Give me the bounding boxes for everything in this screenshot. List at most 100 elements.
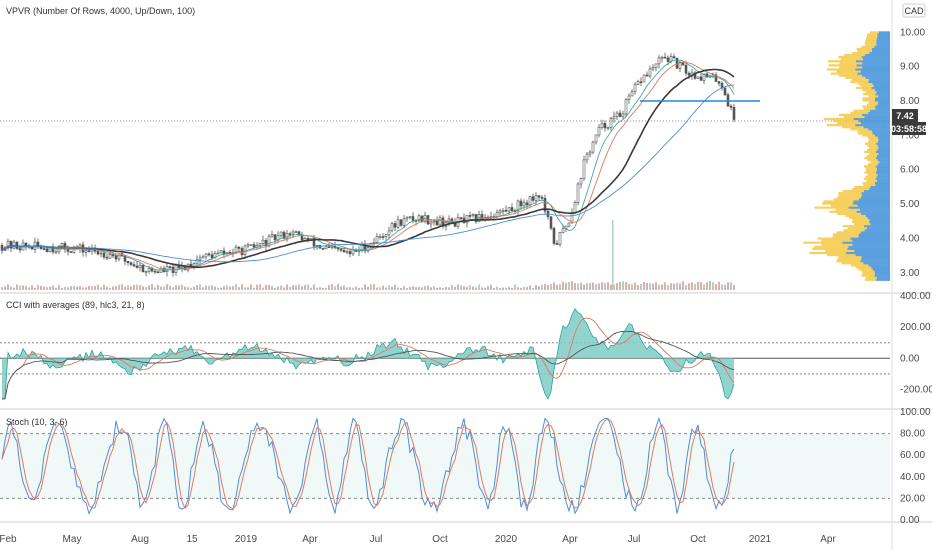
candle-body <box>210 254 214 259</box>
volume-profile-bar <box>864 41 877 44</box>
volume-profile-bar <box>862 105 875 108</box>
volume-bar <box>520 287 522 290</box>
volume-profile-bar <box>873 84 890 88</box>
candle-body <box>624 99 628 115</box>
candle-body <box>387 230 391 235</box>
candle-body <box>630 91 634 97</box>
volume-bar <box>214 286 216 290</box>
last-price-label: 7.42 <box>896 111 914 121</box>
volume-bar <box>433 286 435 290</box>
volume-bar <box>337 284 339 290</box>
cci-pane[interactable] <box>0 308 890 400</box>
candle-body <box>195 259 199 264</box>
candle-body <box>528 196 532 206</box>
volume-bar <box>709 281 711 290</box>
volume-bar <box>175 285 177 290</box>
volume-profile-bar <box>874 274 890 277</box>
volume-profile-bar <box>847 247 890 250</box>
candle-body <box>60 243 64 247</box>
volume-profile-bar <box>868 101 879 104</box>
volume-profile-bar <box>845 251 890 255</box>
volume-bar <box>70 286 72 290</box>
volume-bar <box>685 284 687 290</box>
candle-body <box>471 214 475 217</box>
stoch-pane[interactable] <box>0 416 890 515</box>
volume-profile-bar <box>855 124 890 127</box>
price-tick-label: 8.00 <box>900 96 920 107</box>
candle-body <box>465 215 469 224</box>
volume-bar <box>268 284 270 290</box>
volume-profile-bar <box>876 91 890 94</box>
candle-body <box>204 253 208 258</box>
volume-bar <box>505 287 507 290</box>
candle-body <box>576 183 580 203</box>
volume-bar <box>46 287 48 290</box>
candle-body <box>375 236 379 243</box>
candle-body <box>264 239 268 247</box>
volume-profile-bar <box>839 66 863 69</box>
candle-body <box>108 254 112 259</box>
volume-bar <box>655 282 657 290</box>
volume-bar <box>721 284 723 290</box>
volume-profile-bar <box>828 64 857 67</box>
candle-body <box>150 268 154 272</box>
volume-profile-bar <box>856 64 890 67</box>
volume-bar <box>529 285 531 290</box>
volume-profile-bar <box>874 270 890 273</box>
candle-body <box>126 261 130 263</box>
volume-profile-bar <box>860 260 890 263</box>
volume-profile-bar <box>844 53 865 57</box>
price-pane[interactable] <box>0 31 890 290</box>
volume-bar <box>205 285 207 290</box>
volume-profile-bar <box>866 148 878 152</box>
volume-bar <box>31 285 33 290</box>
volume-bar <box>223 286 225 290</box>
volume-bar <box>601 282 603 290</box>
candle-body <box>345 251 349 253</box>
volume-profile-bar <box>858 198 890 201</box>
candle-body <box>123 255 127 262</box>
volume-bar <box>715 284 717 290</box>
candle-body <box>273 234 277 241</box>
volume-profile-bar <box>861 74 890 77</box>
candle-body <box>63 243 67 250</box>
volume-bar <box>466 286 468 290</box>
candle-body <box>717 81 721 84</box>
candle-body <box>174 264 178 273</box>
candle-body <box>555 243 559 245</box>
volume-bar <box>526 287 528 290</box>
volume-bar <box>64 286 66 290</box>
volume-bar <box>388 285 390 290</box>
volume-bar <box>85 287 87 290</box>
volume-bar <box>331 284 333 290</box>
ma-line <box>1 61 735 271</box>
candle-body <box>312 237 316 247</box>
candle-body <box>327 246 331 248</box>
volume-profile-bar <box>862 62 890 65</box>
volume-bar <box>697 281 699 290</box>
volume-bar <box>277 286 279 290</box>
candle-body <box>141 264 145 272</box>
volume-profile-bar <box>817 237 851 240</box>
x-tick-label: Aug <box>131 534 149 545</box>
volume-profile-bar <box>852 51 870 55</box>
volume-bar <box>727 282 729 290</box>
countdown-tag <box>892 122 926 135</box>
candle-body <box>648 68 652 77</box>
volume-profile-bar <box>860 208 890 211</box>
volume-profile-bar <box>874 97 890 100</box>
price-tick-label: 4.00 <box>900 233 920 244</box>
currency-badge[interactable] <box>902 3 926 18</box>
volume-profile-bar <box>868 138 879 141</box>
x-tick-label: Jul <box>370 534 383 545</box>
volume-profile-bar <box>861 192 890 195</box>
volume-profile-bar <box>869 109 890 112</box>
candle-body <box>18 248 22 251</box>
volume-bar <box>610 284 612 290</box>
volume-profile-bar <box>864 171 876 174</box>
candle-body <box>102 252 106 258</box>
volume-profile-bar <box>868 80 890 83</box>
volume-bar <box>640 284 642 290</box>
volume-bar <box>612 220 614 290</box>
